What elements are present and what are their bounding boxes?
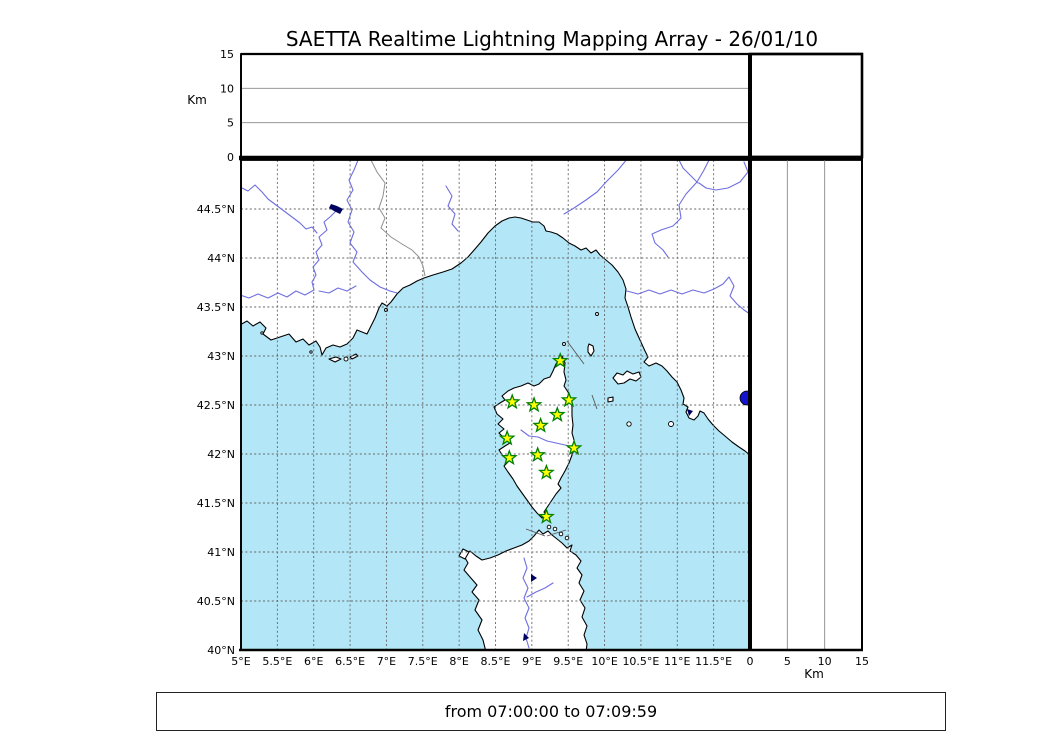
lon-tick-label: 10.5°E [622, 655, 659, 668]
station-star-icon [548, 405, 566, 422]
lat-tick-label: 43.5°N [197, 301, 235, 314]
station-star-icon [537, 463, 555, 480]
top-panel-area [240, 53, 751, 158]
lon-tick-label: 6.5°E [335, 655, 365, 668]
station-star-icon [551, 352, 569, 369]
station-star-icon [525, 396, 543, 413]
lat-tick-label: 43°N [207, 350, 235, 363]
top-panel-tick-labels: 0 5 10 15 [220, 48, 234, 164]
station-star-icon [503, 393, 521, 410]
station-star-icon [529, 446, 547, 463]
lat-tick-label: 42.5°N [197, 399, 235, 412]
lon-tick-label: 5.5°E [262, 655, 292, 668]
small-islands [328, 343, 642, 560]
lon-tick-label: 11.5°E [695, 655, 732, 668]
lat-tick-label: 41°N [207, 546, 235, 559]
map-content [241, 160, 750, 650]
top-panel-km-label: 0 [227, 151, 234, 164]
top-panel-km-label: 15 [220, 48, 234, 61]
top-right-histogram-panel [748, 52, 864, 159]
station-star-icon [532, 416, 550, 433]
france-italy-border-line [370, 160, 426, 277]
lat-tick-label: 40°N [207, 644, 235, 657]
top-panel-gridlines [241, 87, 750, 124]
lat-tick-label: 40.5°N [197, 595, 235, 608]
lat-tick-label: 44°N [207, 252, 235, 265]
lon-tick-label: 7°E [377, 655, 396, 668]
right-panel-km-label: 0 [747, 655, 754, 668]
sardinia-island [463, 529, 588, 650]
lat-tick-label: 41.5°N [197, 497, 235, 510]
station-star-icon [560, 391, 578, 408]
right-panel-km-label: 5 [784, 655, 791, 668]
station-star-icon [565, 439, 583, 456]
top-panel-km-label: 5 [227, 117, 234, 130]
lon-tick-label: 10°E [591, 655, 617, 668]
station-star-icon [500, 449, 518, 466]
time-range-text: from 07:00:00 to 07:09:59 [444, 702, 658, 721]
top-panel-unit-label: Km [187, 93, 207, 107]
lon-tick-label: 9°E [522, 655, 541, 668]
right-panel-km-label: 10 [818, 655, 832, 668]
lon-tick-label: 6°E [304, 655, 323, 668]
lake-bolsena [739, 390, 750, 406]
time-range-box: from 07:00:00 to 07:09:59 [156, 692, 946, 731]
lat-tick-label: 44.5°N [197, 203, 235, 216]
lon-tick-label: 9.5°E [553, 655, 583, 668]
right-altitude-panel: 0 5 10 15 Km [747, 159, 870, 681]
lat-tick-label: 42°N [207, 448, 235, 461]
lakes [329, 204, 750, 641]
right-panel-gridlines [786, 160, 826, 650]
top-panel-km-label: 10 [220, 82, 234, 95]
top-altitude-panel: 0 5 10 15 Km [187, 48, 751, 164]
map-gridlines [241, 160, 750, 650]
right-panel-area [749, 159, 863, 651]
longitude-tick-labels: 5°E 5.5°E 6°E 6.5°E 7°E 7.5°E 8°E 8.5°E 9°E 9.5°E… [231, 655, 732, 668]
map-panel: 44.5°N 44°N 43.5°N 43°N 42.5°N 42°N 41.5°N 41°N… [197, 159, 751, 668]
lon-tick-label: 7.5°E [408, 655, 438, 668]
station-markers [498, 352, 583, 524]
latitude-tick-labels: 44.5°N 44°N 43.5°N 43°N 42.5°N 42°N 41.5°N 41°N… [197, 203, 235, 657]
lon-tick-label: 5°E [231, 655, 250, 668]
lon-tick-label: 8°E [449, 655, 468, 668]
lon-tick-label: 11°E [664, 655, 690, 668]
station-star-icon [498, 429, 516, 446]
mainland-france-italy-coast [241, 160, 750, 456]
station-star-icon [537, 507, 555, 524]
sea-boundary-segments [525, 340, 598, 537]
panel-separators [239, 52, 863, 652]
right-panel-tick-labels: 0 5 10 15 [747, 655, 870, 668]
lon-tick-label: 8.5°E [481, 655, 511, 668]
right-panel-km-label: 15 [855, 655, 869, 668]
right-panel-unit-label: Km [804, 667, 824, 681]
page-title: SAETTA Realtime Lightning Mapping Array … [285, 27, 819, 51]
